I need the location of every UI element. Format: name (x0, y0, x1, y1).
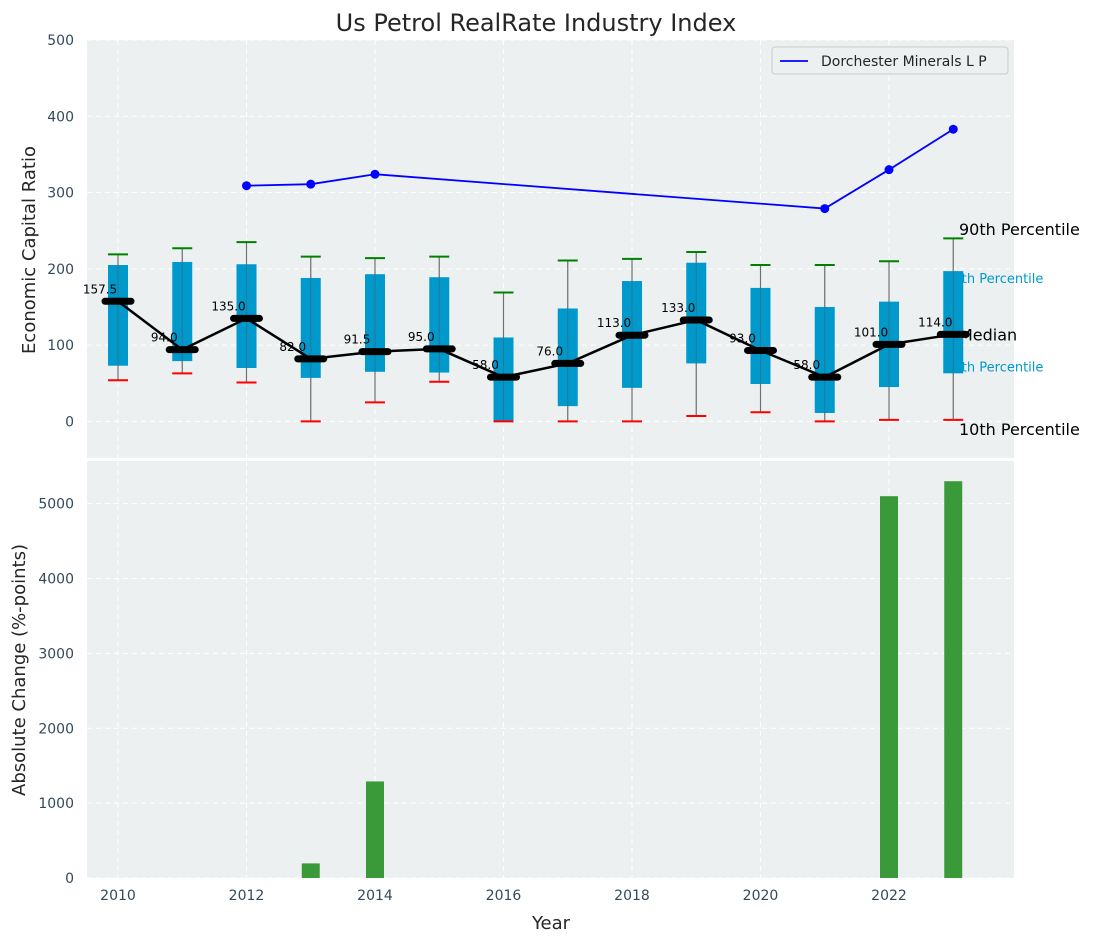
bottom-axes-y-tick-label: 3000 (38, 646, 74, 662)
bottom-axes-y-tick-label: 0 (65, 871, 74, 887)
percentile-annotation: 90th Percentile (959, 220, 1080, 239)
percentile-annotation: 10th Percentile (959, 420, 1080, 439)
top-axes-y-tick-label: 400 (47, 109, 74, 125)
median-label: 113.0 (597, 316, 631, 330)
legend-label: Dorchester Minerals L P (821, 54, 987, 70)
median-label: 94.0 (151, 331, 178, 345)
bottom-y-label: Absolute Change (%-points) (9, 544, 30, 796)
x-label: Year (531, 913, 571, 934)
median-label: 157.5 (83, 282, 117, 296)
median-label: 95.0 (408, 330, 435, 344)
bottom-axes-y-tick-label: 1000 (38, 796, 74, 812)
x-tick-label: 2022 (871, 888, 907, 904)
percentile-annotation: 75th Percentile (945, 272, 1043, 287)
dorchester-point (370, 169, 380, 179)
bottom-axes-y-tick-label: 2000 (38, 721, 74, 737)
median-label: 76.0 (536, 344, 563, 358)
x-tick-label: 2012 (229, 888, 265, 904)
dorchester-line (246, 128, 954, 210)
median-label: 82.0 (279, 340, 306, 354)
chart-title: Us Petrol RealRate Industry Index (336, 9, 737, 37)
x-tick-label: 2016 (486, 888, 522, 904)
median-label: 58.0 (793, 358, 820, 372)
bar (301, 863, 320, 878)
x-tick-label: 2018 (614, 888, 650, 904)
bottom-axes-y-tick-label: 4000 (38, 572, 74, 588)
dorchester-point (820, 204, 830, 214)
median-label: 135.0 (211, 299, 245, 313)
top-axes-y-tick-label: 100 (47, 338, 74, 354)
median-label: 91.5 (344, 333, 371, 347)
legend (771, 46, 1009, 75)
top-axes-y-tick-label: 500 (47, 33, 74, 49)
x-tick-label: 2010 (100, 888, 136, 904)
median-label: 93.0 (729, 331, 756, 345)
median-label: 58.0 (472, 358, 499, 372)
top-axes-background (87, 40, 1014, 458)
bottom-axes-y-tick-label: 5000 (38, 497, 74, 513)
median-label: 114.0 (918, 315, 952, 329)
top-axes-y-tick-label: 300 (47, 186, 74, 202)
bar (366, 781, 384, 878)
top-y-label: Economic Capital Ratio (19, 146, 40, 354)
bar (880, 496, 898, 878)
bar (944, 481, 963, 878)
dorchester-point (948, 124, 958, 134)
median-label: 133.0 (661, 301, 695, 315)
median-line (117, 300, 954, 379)
median-label: 101.0 (854, 325, 888, 339)
percentile-annotation: 25th Percentile (945, 360, 1043, 375)
top-axes-y-tick-label: 200 (47, 262, 74, 278)
dorchester-point (884, 165, 894, 175)
bottom-axes-background (87, 461, 1014, 878)
top-axes-y-tick-label: 0 (65, 414, 74, 430)
x-tick-label: 2020 (743, 888, 779, 904)
dorchester-point (242, 181, 251, 191)
dorchester-point (306, 179, 316, 189)
percentile-annotation: Median (959, 325, 1017, 344)
x-tick-label: 2014 (357, 888, 393, 904)
